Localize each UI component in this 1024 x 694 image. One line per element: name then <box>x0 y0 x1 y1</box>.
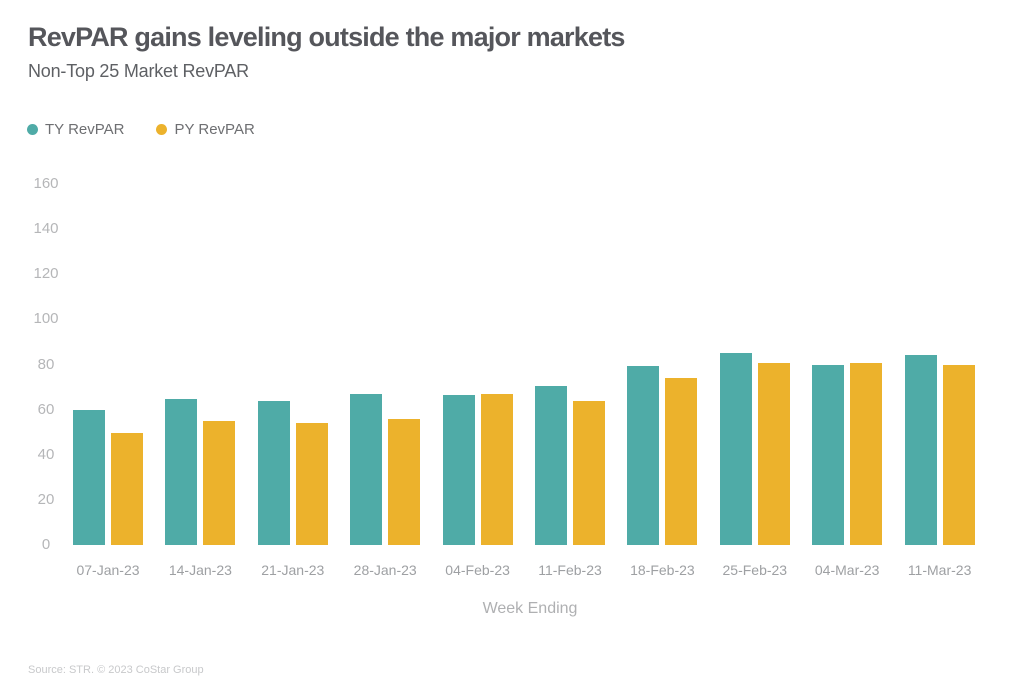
legend-item-ty: TY RevPAR <box>27 121 124 138</box>
chart-title: RevPAR gains leveling outside the major … <box>28 22 625 52</box>
ty-bar-21-Jan-23 <box>257 400 290 545</box>
py-bar-11-Feb-23 <box>573 400 605 545</box>
legend: TY RevPAR PY RevPAR <box>27 121 255 138</box>
y-tick-label-120: 120 <box>33 265 59 283</box>
py-bar-07-Jan-23 <box>111 433 143 545</box>
py-bar-04-Mar-23 <box>850 363 883 545</box>
ty-bar-07-Jan-23 <box>73 409 105 545</box>
y-tick-label-60: 60 <box>37 400 55 418</box>
py-bar-04-Feb-23 <box>480 393 513 545</box>
ty-bar-28-Jan-23 <box>350 393 383 545</box>
py-bar-11-Mar-23 <box>942 364 975 545</box>
ty-bar-11-Feb-23 <box>535 385 567 545</box>
py-bar-28-Jan-23 <box>388 418 421 545</box>
legend-label-ty: TY RevPAR <box>45 121 125 138</box>
chart-subtitle: Non-Top 25 Market RevPAR <box>28 61 249 81</box>
y-tick-label-20: 20 <box>37 490 55 508</box>
ty-bar-11-Mar-23 <box>904 355 937 545</box>
x-tick-label-25-Feb-23: 25-Feb-23 <box>722 562 788 578</box>
ty-bar-25-Feb-23 <box>719 353 752 545</box>
legend-label-py: PY RevPAR <box>174 121 255 138</box>
x-tick-label-21-Jan-23: 21-Jan-23 <box>261 562 325 578</box>
x-tick-label-07-Jan-23: 07-Jan-23 <box>76 562 140 578</box>
py-bar-18-Feb-23 <box>665 378 698 545</box>
py-bar-21-Jan-23 <box>295 423 328 545</box>
ty-bar-04-Feb-23 <box>442 394 475 545</box>
y-tick-label-40: 40 <box>37 445 55 463</box>
x-tick-label-11-Feb-23: 11-Feb-23 <box>538 562 602 578</box>
x-tick-label-28-Jan-23: 28-Jan-23 <box>353 562 417 578</box>
y-tick-label-0: 0 <box>41 536 51 553</box>
x-axis-title: Week Ending <box>482 600 578 617</box>
ty-series-swatch-icon <box>27 124 38 135</box>
source-note: Source: STR. © 2023 CoStar Group <box>28 664 204 676</box>
y-tick-label-160: 160 <box>33 175 59 192</box>
x-tick-label-04-Feb-23: 04-Feb-23 <box>445 562 510 578</box>
x-tick-label-14-Jan-23: 14-Jan-23 <box>168 562 232 578</box>
ty-bar-04-Mar-23 <box>812 364 845 545</box>
py-bar-14-Jan-23 <box>203 420 236 545</box>
x-tick-label-11-Mar-23: 11-Mar-23 <box>907 562 972 578</box>
y-tick-label-100: 100 <box>33 310 59 328</box>
y-tick-label-80: 80 <box>37 355 55 373</box>
x-tick-label-18-Feb-23: 18-Feb-23 <box>630 562 695 578</box>
py-bar-25-Feb-23 <box>757 363 790 545</box>
y-tick-label-140: 140 <box>33 220 59 238</box>
ty-bar-14-Jan-23 <box>165 399 198 545</box>
x-tick-label-04-Mar-23: 04-Mar-23 <box>814 562 880 578</box>
legend-item-py: PY RevPAR <box>156 121 255 138</box>
ty-bar-18-Feb-23 <box>627 365 660 545</box>
py-series-swatch-icon <box>156 124 168 135</box>
